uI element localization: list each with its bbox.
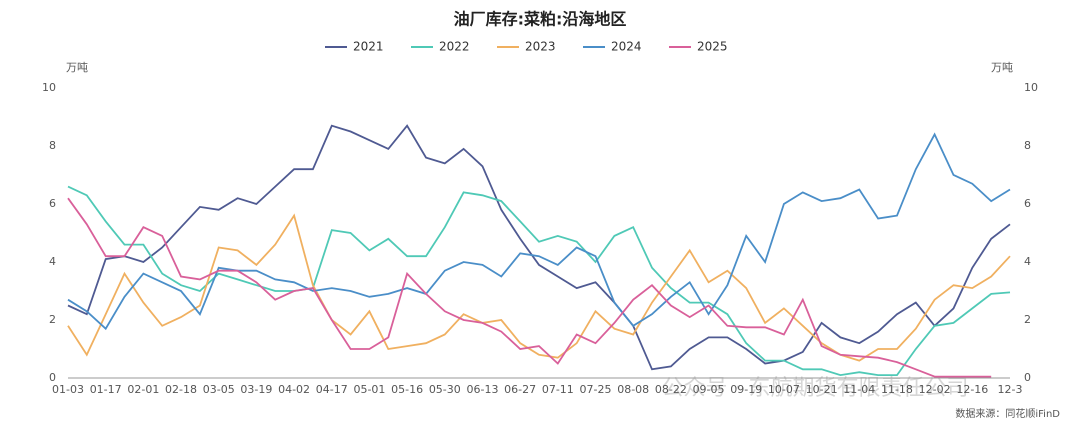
legend-label: 2021 bbox=[353, 40, 384, 54]
y-tick-label: 0 bbox=[49, 371, 56, 384]
x-tick-label: 07-25 bbox=[580, 383, 612, 396]
x-tick-label: 10-21 bbox=[806, 383, 838, 396]
y-tick-label: 10 bbox=[42, 81, 56, 94]
y2-tick-label: 0 bbox=[1024, 371, 1031, 384]
x-tick-label: 02-01 bbox=[127, 383, 159, 396]
x-tick-label: 02-18 bbox=[165, 383, 197, 396]
x-tick-label: 01-17 bbox=[90, 383, 122, 396]
x-tick-label: 04-02 bbox=[278, 383, 310, 396]
series-line bbox=[67, 124, 1011, 371]
x-tick-label: 04-17 bbox=[316, 383, 348, 396]
y-tick-label: 6 bbox=[49, 197, 56, 210]
x-tick-label: 09-19 bbox=[730, 383, 762, 396]
x-tick-label: 06-13 bbox=[466, 383, 498, 396]
y2-unit: 万吨 bbox=[991, 61, 1013, 74]
watermark: 公众号 · 东航期货有限责任公司 bbox=[662, 376, 969, 401]
x-tick-label: 05-01 bbox=[353, 383, 385, 396]
x-tick-label: 08-08 bbox=[617, 383, 649, 396]
legend-label: 2024 bbox=[611, 40, 642, 54]
y-tick-label: 8 bbox=[49, 139, 56, 152]
series-line bbox=[67, 197, 992, 378]
x-tick-label: 12-02 bbox=[919, 383, 951, 396]
x-tick-label: 09-05 bbox=[693, 383, 725, 396]
x-tick-label: 05-30 bbox=[429, 383, 461, 396]
x-tick-label: 06-27 bbox=[504, 383, 536, 396]
x-tick-label: 01-03 bbox=[52, 383, 84, 396]
x-tick-label: 10-07 bbox=[768, 383, 800, 396]
x-tick-label: 03-19 bbox=[240, 383, 272, 396]
x-tick-label: 12-16 bbox=[956, 383, 988, 396]
legend-label: 2023 bbox=[525, 40, 556, 54]
x-tick-label: 08-22 bbox=[655, 383, 687, 396]
y2-tick-label: 8 bbox=[1024, 139, 1031, 152]
series-line bbox=[67, 213, 1011, 362]
x-tick-label: 07-11 bbox=[542, 383, 574, 396]
x-tick-label: 11-04 bbox=[843, 383, 875, 396]
x-tick-label: 05-16 bbox=[391, 383, 423, 396]
y2-tick-label: 6 bbox=[1024, 197, 1031, 210]
y-tick-label: 2 bbox=[49, 313, 56, 326]
y-tick-label: 4 bbox=[49, 255, 56, 268]
series-line bbox=[67, 185, 1011, 377]
y2-tick-label: 2 bbox=[1024, 313, 1031, 326]
source-note: 数据来源：同花顺iFinD bbox=[955, 407, 1060, 420]
x-tick-label: 12-3 bbox=[998, 383, 1023, 396]
y2-tick-label: 10 bbox=[1024, 81, 1038, 94]
legend-label: 2022 bbox=[439, 40, 470, 54]
x-tick-label: 11-18 bbox=[881, 383, 913, 396]
series-line bbox=[67, 132, 1011, 331]
legend-label: 2025 bbox=[697, 40, 728, 54]
y-unit: 万吨 bbox=[66, 61, 88, 74]
x-tick-label: 03-05 bbox=[203, 383, 235, 396]
y2-tick-label: 4 bbox=[1024, 255, 1031, 268]
chart-title: 油厂库存:菜粕:沿海地区 bbox=[454, 10, 627, 29]
